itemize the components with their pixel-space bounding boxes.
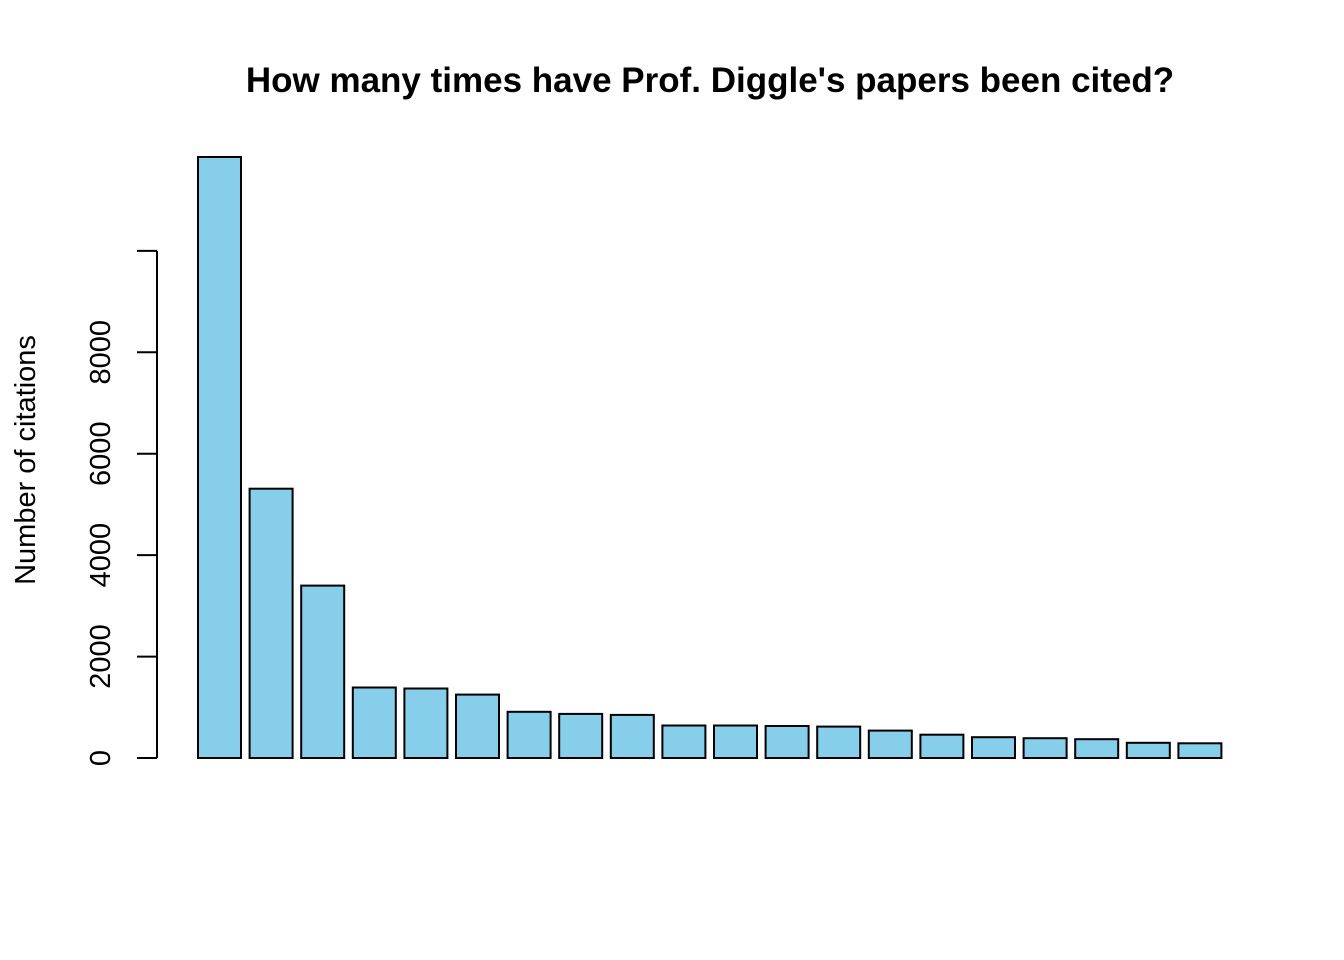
bar (403, 687, 449, 759)
bar (558, 712, 604, 760)
bar (248, 487, 294, 759)
y-axis-label: Number of citations (10, 335, 42, 585)
bar (764, 725, 810, 759)
bars (197, 156, 1223, 760)
bar (971, 736, 1016, 760)
bar (816, 725, 862, 759)
bar (867, 729, 913, 759)
bar (1125, 741, 1171, 759)
bar (197, 156, 242, 759)
bar (300, 584, 346, 759)
y-tick-label: 6000 (85, 421, 117, 486)
bar (351, 686, 397, 759)
bar (1074, 738, 1120, 760)
bar (1177, 742, 1223, 759)
bar (919, 733, 965, 760)
y-tick-label: 0 (85, 750, 117, 766)
bar (1022, 737, 1068, 760)
y-axis: 0 2000 4000 6000 8000 (85, 249, 158, 766)
bar (661, 724, 707, 759)
bar (506, 710, 552, 759)
y-tick-label: 8000 (85, 320, 117, 385)
bar (455, 693, 500, 759)
y-tick-label: 4000 (85, 523, 117, 588)
bar (713, 724, 758, 759)
bar (609, 713, 655, 760)
y-tick-label: 2000 (85, 624, 117, 689)
chart-title: How many times have Prof. Diggle's paper… (246, 61, 1174, 100)
